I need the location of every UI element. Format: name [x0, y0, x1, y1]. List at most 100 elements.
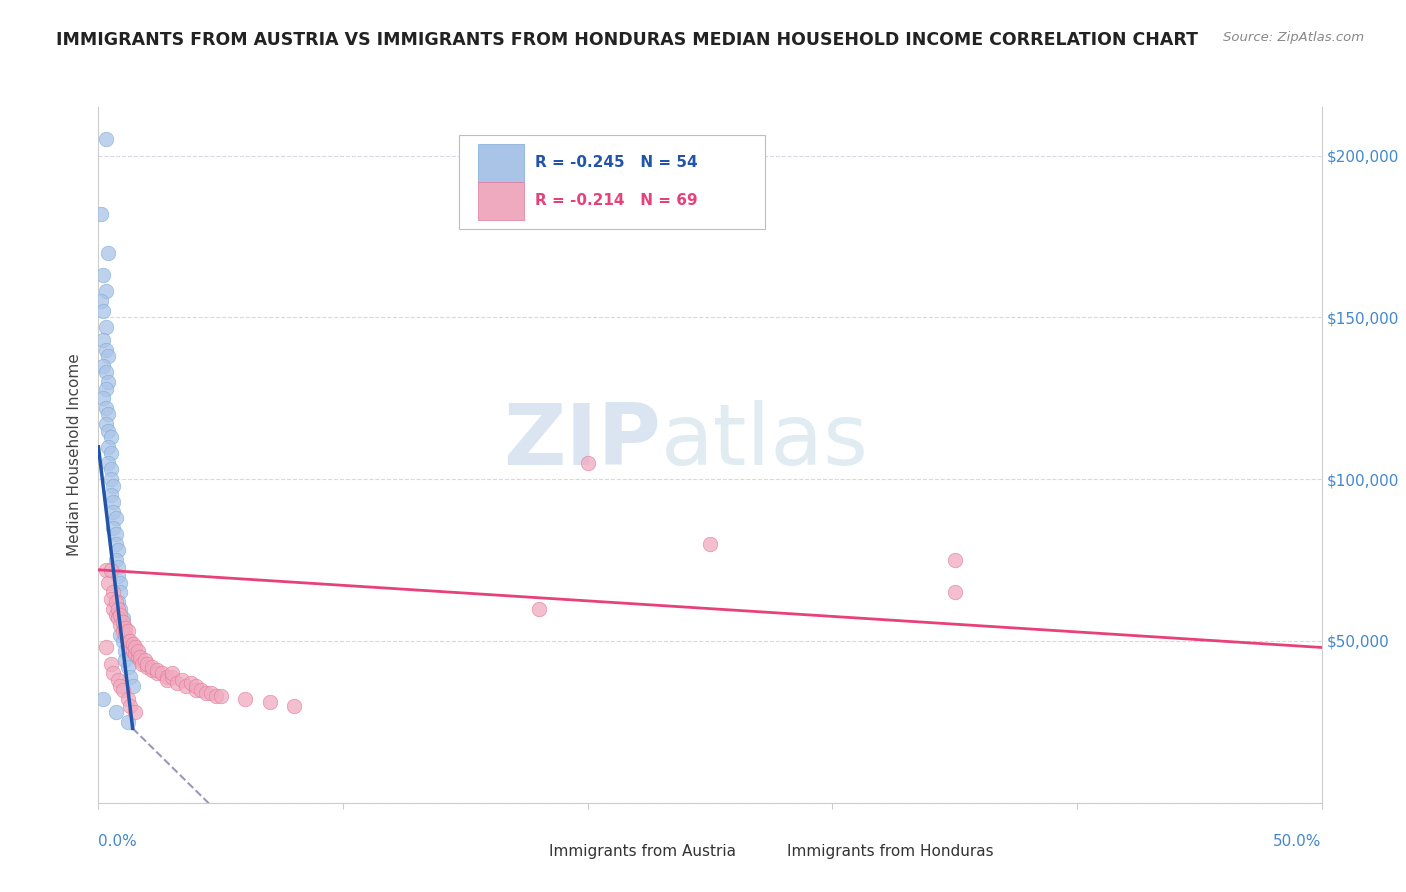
Point	[101, 504, 124, 518]
Point	[97, 375, 120, 389]
Point	[200, 686, 222, 700]
Point	[100, 591, 122, 606]
Point	[209, 689, 232, 703]
Point	[111, 634, 134, 648]
Point	[117, 660, 139, 674]
Point	[107, 601, 129, 615]
Point	[94, 563, 117, 577]
Point	[156, 670, 179, 684]
Point	[117, 714, 139, 729]
Point	[111, 624, 134, 639]
Point	[104, 553, 127, 567]
Point	[104, 595, 127, 609]
Point	[111, 617, 134, 632]
Point	[114, 653, 136, 667]
FancyBboxPatch shape	[478, 144, 524, 182]
Point	[101, 601, 124, 615]
Point	[259, 696, 281, 710]
Point	[107, 611, 129, 625]
Point	[90, 294, 112, 309]
Point	[107, 569, 129, 583]
Point	[91, 268, 114, 283]
Point	[121, 637, 143, 651]
Point	[160, 670, 183, 684]
Point	[117, 624, 139, 639]
Point	[100, 446, 122, 460]
FancyBboxPatch shape	[478, 182, 524, 220]
Point	[100, 462, 122, 476]
Point	[527, 601, 550, 615]
Point	[104, 511, 127, 525]
Point	[141, 663, 163, 677]
Point	[104, 608, 127, 623]
Text: ZIP: ZIP	[503, 400, 661, 483]
Point	[180, 676, 202, 690]
Point	[146, 666, 169, 681]
Point	[101, 666, 124, 681]
Point	[90, 207, 112, 221]
Point	[233, 692, 256, 706]
Text: R = -0.245   N = 54: R = -0.245 N = 54	[536, 155, 697, 170]
Point	[104, 705, 127, 719]
Point	[94, 320, 117, 334]
Point	[136, 660, 159, 674]
Point	[114, 643, 136, 657]
Text: 50.0%: 50.0%	[1274, 834, 1322, 849]
Point	[110, 617, 132, 632]
Point	[141, 660, 163, 674]
Point	[97, 245, 120, 260]
Point	[114, 621, 136, 635]
Point	[91, 304, 114, 318]
Point	[91, 359, 114, 373]
Point	[127, 643, 149, 657]
Point	[170, 673, 193, 687]
Text: IMMIGRANTS FROM AUSTRIA VS IMMIGRANTS FROM HONDURAS MEDIAN HOUSEHOLD INCOME CORR: IMMIGRANTS FROM AUSTRIA VS IMMIGRANTS FR…	[56, 31, 1198, 49]
Point	[283, 698, 305, 713]
Point	[94, 343, 117, 357]
Point	[136, 657, 159, 671]
Point	[100, 430, 122, 444]
Point	[94, 382, 117, 396]
Point	[117, 692, 139, 706]
Text: R = -0.214   N = 69: R = -0.214 N = 69	[536, 194, 697, 209]
Point	[176, 679, 198, 693]
Point	[131, 657, 153, 671]
Point	[111, 615, 134, 629]
Point	[94, 417, 117, 432]
Point	[120, 634, 142, 648]
Point	[97, 575, 120, 590]
Text: atlas: atlas	[661, 400, 869, 483]
Point	[150, 666, 173, 681]
Point	[107, 543, 129, 558]
Point	[129, 653, 152, 667]
Point	[94, 285, 117, 299]
Point	[94, 640, 117, 655]
Point	[190, 682, 212, 697]
Point	[107, 559, 129, 574]
Point	[101, 585, 124, 599]
Point	[110, 601, 132, 615]
Point	[124, 705, 146, 719]
Point	[117, 634, 139, 648]
Point	[94, 365, 117, 379]
Point	[104, 537, 127, 551]
Point	[94, 132, 117, 146]
Point	[127, 650, 149, 665]
Point	[134, 653, 156, 667]
Point	[124, 640, 146, 655]
Point	[111, 682, 134, 697]
Point	[120, 640, 142, 655]
Point	[97, 349, 120, 363]
Point	[101, 495, 124, 509]
Point	[107, 595, 129, 609]
Text: Immigrants from Honduras: Immigrants from Honduras	[787, 844, 994, 859]
Point	[97, 408, 120, 422]
FancyBboxPatch shape	[741, 845, 780, 872]
Point	[104, 527, 127, 541]
Point	[146, 663, 169, 677]
Text: 0.0%: 0.0%	[98, 834, 138, 849]
Point	[101, 478, 124, 492]
Point	[166, 676, 188, 690]
Point	[91, 392, 114, 406]
Y-axis label: Median Household Income: Median Household Income	[67, 353, 83, 557]
